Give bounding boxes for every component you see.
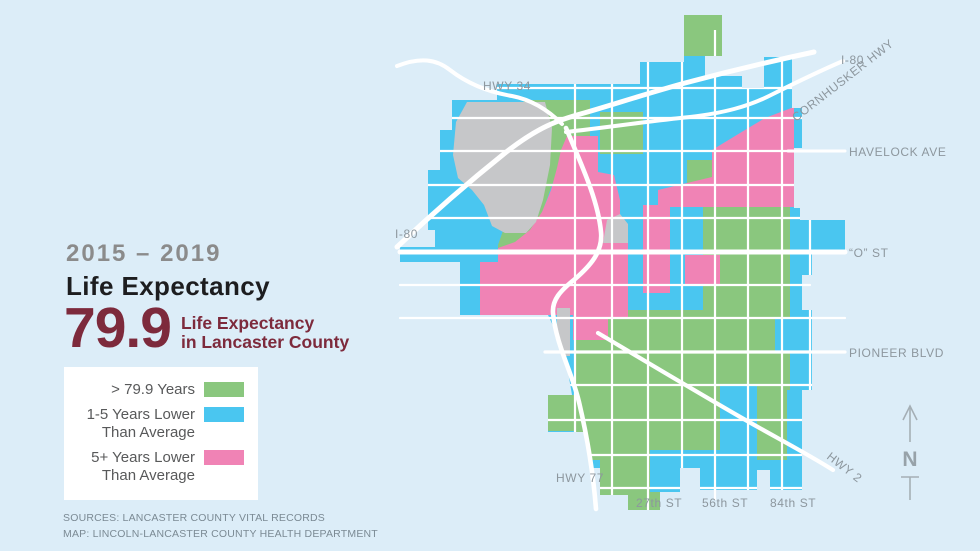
north-arrow: N: [901, 404, 919, 500]
major-roads: [394, 49, 848, 512]
stat-value: 79.9: [64, 296, 172, 360]
road-cornhusker-hwy: [564, 59, 845, 134]
map-region-pink-west-arm: [480, 262, 583, 315]
legend-swatch-pink: [204, 450, 244, 465]
label-havelock-ave: HAVELOCK AVE: [849, 145, 946, 159]
legend-swatch-green: [204, 382, 244, 397]
page-title: Life Expectancy: [66, 271, 270, 301]
stat-caption: Life Expectancy in Lancaster County: [181, 301, 349, 353]
period-label: 2015 – 2019: [66, 240, 222, 267]
label-i80-west: I-80: [395, 227, 418, 241]
legend-swatch-blue: [204, 407, 244, 422]
legend-item-label: 5+ Years Lower Than Average: [91, 449, 195, 484]
sources-line2: MAP: LINCOLN-LANCASTER COUNTY HEALTH DEP…: [63, 527, 378, 540]
road-hwy34: [395, 58, 564, 126]
map-region-green-south-tail: [600, 432, 660, 510]
map-region-blue-east-patch: [775, 318, 812, 352]
label-o-street: “O” ST: [849, 246, 889, 260]
map-region-pink-havelock: [712, 107, 794, 207]
legend-item-label: > 79.9 Years: [111, 381, 195, 398]
label-i80-northeast: I-80: [841, 53, 864, 67]
road-i80: [394, 49, 817, 250]
legend-item-1-5-lower: 1-5 Years Lower Than Average: [72, 406, 244, 442]
label-hwy77: HWY 77: [556, 471, 604, 485]
sources: SOURCES: LANCASTER COUNTY VITAL RECORDS …: [63, 511, 378, 543]
legend-item-5plus-lower: 5+ Years Lower Than Average: [72, 449, 244, 485]
label-27th-st: 27th ST: [636, 496, 682, 510]
label-pioneer-blvd: PIONEER BLVD: [849, 346, 944, 360]
stat-caption-line2: in Lancaster County: [180, 332, 350, 353]
sources-line1: SOURCES: LANCASTER COUNTY VITAL RECORDS: [63, 512, 325, 524]
north-arrow-letter: N: [902, 448, 917, 471]
north-arrow-head: [902, 404, 918, 421]
road-hwy77: [550, 125, 604, 512]
stat-caption-line1: Life Expectancy: [180, 313, 315, 333]
legend: > 79.9 Years 1-5 Years Lower Than Averag…: [64, 367, 258, 500]
legend-item-above-average: > 79.9 Years: [72, 381, 244, 399]
label-84th-st: 84th ST: [770, 496, 816, 510]
stat-block: 79.9 Life Expectancy in Lancaster County: [64, 296, 349, 360]
road-hwy2: [595, 330, 836, 473]
label-56th-st: 56th ST: [702, 496, 748, 510]
label-hwy34: HWY 34: [483, 79, 531, 93]
legend-item-label: 1-5 Years Lower Than Average: [86, 406, 195, 441]
map-region-gray-downtown: [603, 214, 628, 243]
map-region-green-north-block: [684, 15, 722, 56]
